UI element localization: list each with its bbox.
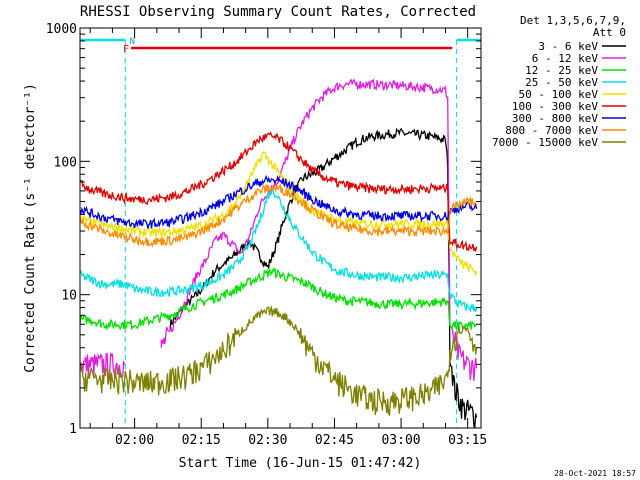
y-tick-label: 1000 <box>46 22 77 37</box>
series-line-3-6keV <box>169 127 478 429</box>
x-tick-label: 03:15 <box>448 433 487 448</box>
legend-label: 6 - 12 keV <box>532 52 599 65</box>
series-line-12-25keV <box>79 267 478 331</box>
x-axis-label: Start Time (16-Jun-15 01:47:42) <box>179 456 422 471</box>
x-tick-label: 02:00 <box>115 433 154 448</box>
series-line-800-7000keV <box>79 183 477 248</box>
series-line-100-300keV <box>79 131 478 253</box>
plot-frame <box>79 27 482 429</box>
legend-header-detectors: Det 1,3,5,6,7,9, <box>520 14 626 27</box>
legend-header-attenuator: Att 0 <box>593 26 626 39</box>
x-tick-label: 03:00 <box>381 433 420 448</box>
title-text: RHESSI Observing Summary Count Rates, Co… <box>80 4 476 20</box>
y-tick-label: 100 <box>54 155 77 170</box>
flare-flag-label: F <box>123 44 129 55</box>
series-line-6-12keV <box>79 78 478 381</box>
y-axis-label: Corrected Count Rate (s⁻¹ detector⁻¹) <box>23 83 38 373</box>
series-line-50-100keV <box>79 151 478 277</box>
y-tick-label: 1 <box>69 422 77 437</box>
legend-label: 300 - 800 keV <box>512 112 598 125</box>
y-tick-label: 10 <box>61 289 77 304</box>
legend-label: 100 - 300 keV <box>512 100 598 113</box>
series-line-300-800keV <box>79 174 478 229</box>
plot-timestamp: 28-Oct-2021 18:57 <box>554 469 636 478</box>
legend-label: 7000 - 15000 keV <box>492 136 598 149</box>
chart-title: RHESSI Observing Summary Count Rates, Co… <box>80 4 476 20</box>
x-tick-label: 02:30 <box>248 433 287 448</box>
legend-label: 25 - 50 keV <box>525 76 598 89</box>
legend-label: 3 - 6 keV <box>538 40 598 53</box>
night-flag-label: N <box>130 37 135 47</box>
x-tick-label: 02:15 <box>182 433 221 448</box>
legend-label: 800 - 7000 keV <box>505 124 598 137</box>
legend-label: 12 - 25 keV <box>525 64 598 77</box>
x-tick-label: 02:45 <box>315 433 354 448</box>
series-line-25-50keV <box>79 186 478 314</box>
series-line-7000-15000keV <box>79 305 478 417</box>
legend-label: 50 - 100 keV <box>519 88 599 101</box>
